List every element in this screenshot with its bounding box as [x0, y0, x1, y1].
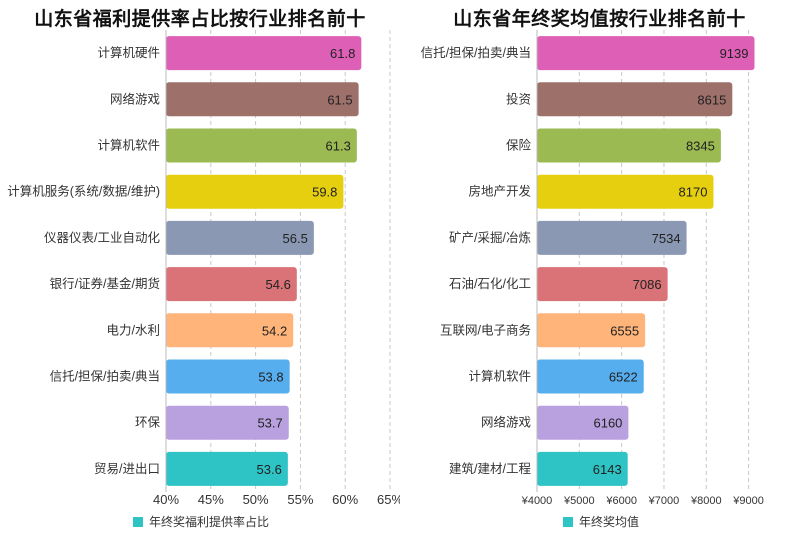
bar-chart-bonus-average: 9139 信托/担保/拍卖/典当 8615 投资 8345 保险 8170 房地产开发 7534… [421, 30, 764, 507]
bar [537, 451, 628, 486]
legend: 年终奖均值 [563, 513, 639, 530]
x-tick-label: 40% [153, 492, 179, 507]
bar-value-label: 8345 [686, 139, 715, 154]
legend-label: 年终奖福利提供率占比 [149, 515, 270, 529]
category-label: 建筑/建材/工程 [449, 461, 531, 476]
category-label: 信托/担保/拍卖/典当 [50, 369, 160, 384]
bar [166, 405, 289, 440]
category-label: 计算机硬件 [97, 45, 160, 60]
bar [537, 82, 733, 117]
bar [166, 313, 294, 348]
chart-title: 山东省年终奖均值按行业排名前十 [453, 9, 746, 30]
category-label: 保险 [506, 138, 532, 153]
x-tick-label: ¥8000 [690, 495, 722, 507]
x-tick-label: ¥4000 [521, 495, 553, 507]
x-tick-label: ¥9000 [732, 495, 764, 507]
bar [537, 36, 755, 71]
bar [537, 267, 668, 302]
bar-value-label: 59.8 [312, 185, 337, 200]
category-label: 房地产开发 [468, 184, 531, 199]
bar-value-label: 61.8 [330, 46, 355, 61]
bar-value-label: 61.5 [327, 92, 352, 107]
legend-swatch [133, 516, 143, 527]
category-label: 银行/证券/基金/期货 [50, 276, 160, 291]
bar-value-label: 56.5 [283, 231, 308, 246]
bar [537, 174, 714, 209]
bar-value-label: 53.8 [258, 370, 283, 385]
chart-title: 山东省福利提供率占比按行业排名前十 [34, 9, 366, 30]
bar-value-label: 54.2 [262, 323, 287, 338]
x-tick-label: 50% [243, 492, 269, 507]
bar [166, 451, 288, 486]
bar-value-label: 54.6 [266, 277, 291, 292]
category-label: 互联网/电子商务 [440, 322, 531, 337]
x-tick-label: ¥7000 [648, 495, 680, 507]
bar-chart-welfare-rate: 61.8 计算机硬件 61.5 网络游戏 61.3 计算机软件 59.8 计算机服务(系统/数… [7, 30, 400, 507]
bar-value-label: 9139 [720, 46, 749, 61]
category-label: 计算机软件 [468, 369, 531, 384]
category-label: 石油/石化/化工 [449, 277, 531, 291]
bar [537, 405, 629, 440]
bar-value-label: 7534 [652, 231, 681, 246]
category-label: 计算机软件 [97, 138, 160, 153]
bar [166, 220, 314, 255]
x-tick-label: ¥6000 [605, 495, 637, 507]
bar-value-label: 53.7 [257, 416, 282, 431]
legend-label: 年终奖均值 [579, 515, 640, 529]
bar [537, 359, 644, 394]
bar-value-label: 7086 [633, 277, 662, 292]
bar [166, 174, 344, 209]
x-tick-label: 65% [377, 492, 400, 507]
bar [166, 267, 297, 302]
bar [166, 359, 290, 394]
category-label: 矿产/采掘/冶炼 [449, 230, 531, 245]
legend-swatch [563, 516, 573, 527]
bar [537, 313, 646, 348]
bar-value-label: 6522 [609, 370, 638, 385]
x-tick-label: 45% [198, 492, 224, 507]
bar-value-label: 61.3 [326, 139, 351, 154]
category-label: 网络游戏 [481, 415, 531, 430]
bar-value-label: 8170 [679, 185, 708, 200]
bar-value-label: 6143 [593, 462, 622, 477]
bar [537, 220, 687, 255]
category-label: 投资 [506, 91, 531, 106]
bar-value-label: 53.6 [257, 462, 282, 477]
category-label: 电力/水利 [107, 323, 160, 337]
bar [166, 128, 357, 163]
bar [166, 36, 362, 71]
bar-value-label: 6160 [593, 416, 622, 431]
legend: 年终奖福利提供率占比 [133, 513, 269, 530]
x-tick-label: ¥5000 [563, 495, 595, 507]
bar-value-label: 8615 [697, 92, 726, 107]
chart-panel-welfare-rate: 山东省福利提供率占比按行业排名前十 61.8 计算机硬件 61.5 网络游戏 61.3 计… [7, 9, 400, 530]
category-label: 网络游戏 [110, 91, 160, 106]
bar [166, 82, 359, 117]
category-label: 信托/担保/拍卖/典当 [421, 45, 531, 60]
bar-value-label: 6555 [610, 323, 639, 338]
bar [537, 128, 721, 163]
category-label: 仪器仪表/工业自动化 [44, 231, 160, 245]
x-tick-label: 60% [332, 492, 358, 507]
x-tick-label: 55% [287, 492, 313, 507]
chart-panel-bonus-average: 山东省年终奖均值按行业排名前十 9139 信托/担保/拍卖/典当 8615 投资 834… [400, 0, 799, 537]
category-label: 计算机服务(系统/数据/维护) [7, 184, 160, 199]
category-label: 环保 [135, 416, 161, 430]
category-label: 贸易/进出口 [94, 462, 160, 476]
